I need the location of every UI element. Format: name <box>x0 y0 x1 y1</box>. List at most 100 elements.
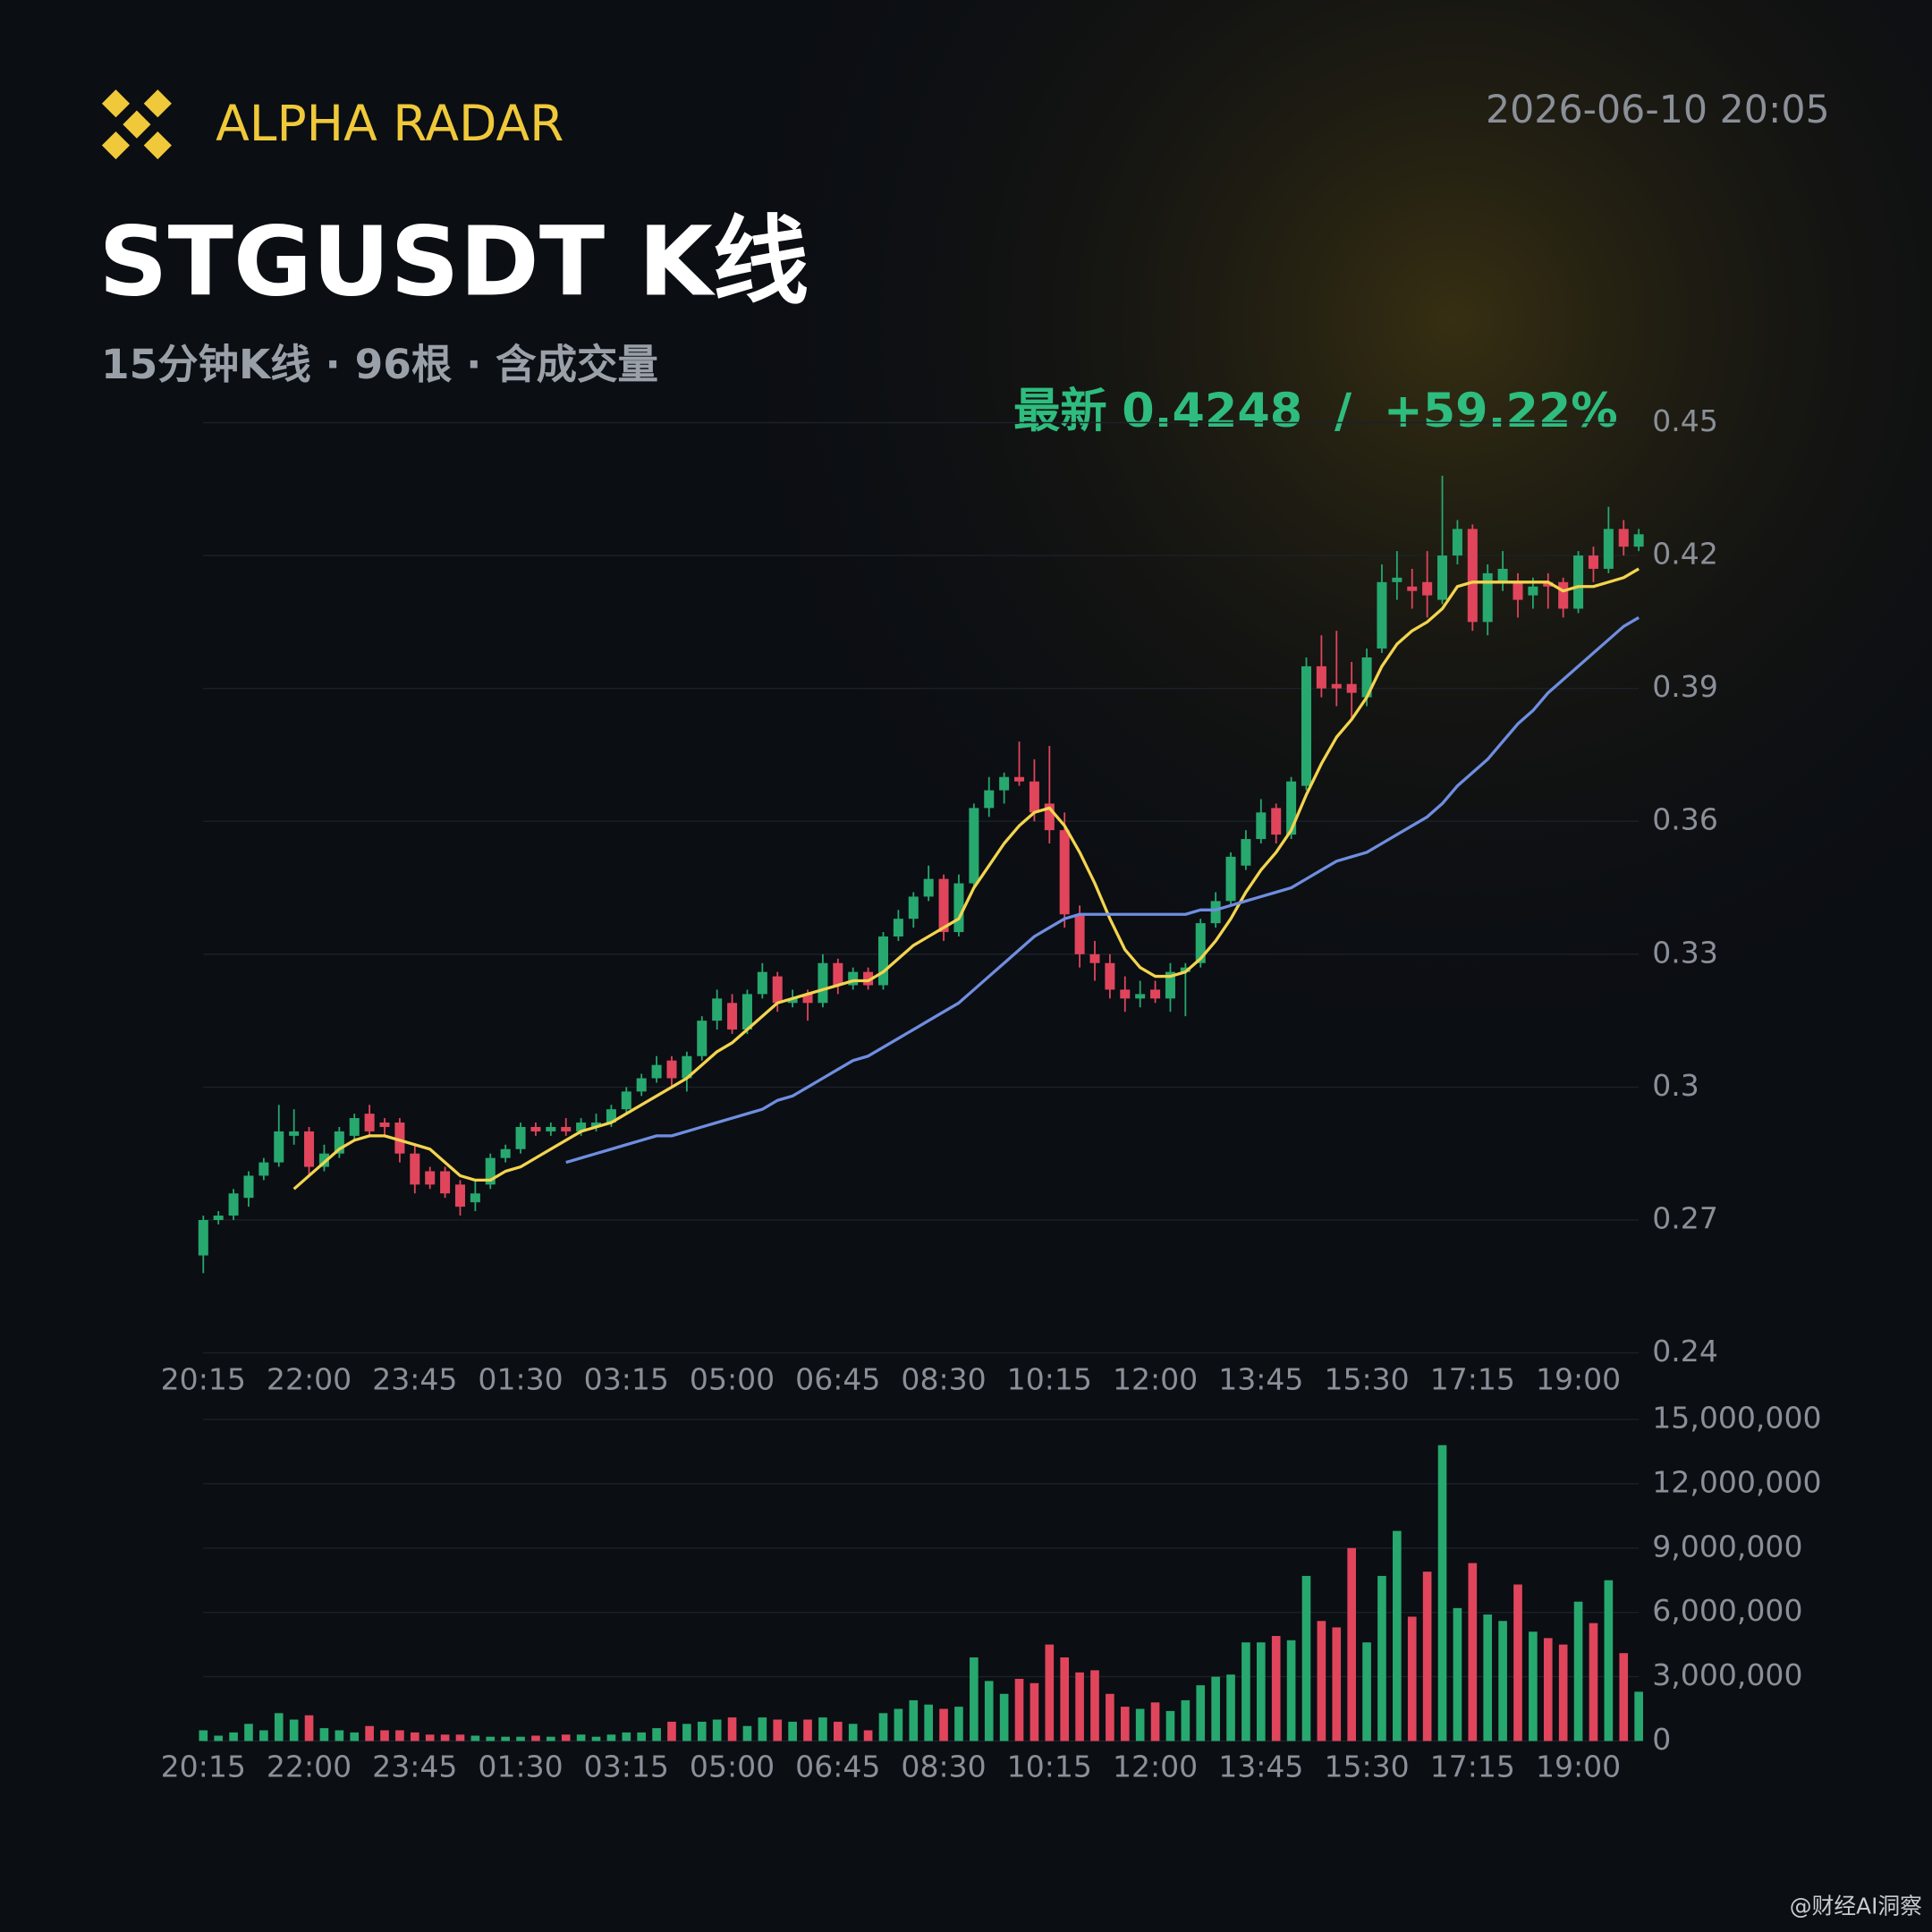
y-tick-label: 0.42 <box>1652 537 1718 572</box>
candle-body <box>1210 901 1221 924</box>
candle-body <box>289 1131 300 1136</box>
x-tick-label: 01:30 <box>478 1749 563 1784</box>
volume-bar <box>1120 1707 1130 1741</box>
candle-body <box>334 1131 344 1154</box>
candle-body <box>1165 971 1175 999</box>
candle-body <box>258 1162 269 1176</box>
x-tick-label: 19:00 <box>1536 1749 1621 1784</box>
volume-bar <box>818 1717 827 1741</box>
volume-bar <box>365 1725 374 1741</box>
x-tick-label: 08:30 <box>901 1362 986 1397</box>
candle-body <box>787 998 798 1004</box>
x-tick-label: 17:15 <box>1430 1749 1515 1784</box>
volume-bar <box>1377 1575 1386 1741</box>
candle-body <box>1346 683 1357 693</box>
candle-body <box>440 1171 451 1194</box>
candle-body <box>394 1123 405 1154</box>
volume-bar <box>244 1724 253 1741</box>
candle-body <box>318 1153 329 1167</box>
volume-bar <box>1619 1653 1629 1741</box>
x-tick-label: 01:30 <box>478 1362 563 1397</box>
volume-bar <box>1301 1575 1311 1741</box>
candle-body <box>772 976 783 1004</box>
candle-body <box>1603 529 1614 569</box>
volume-bar <box>1634 1691 1643 1741</box>
volume-bar <box>1362 1642 1371 1741</box>
candle-body <box>1195 923 1206 963</box>
candle-body <box>379 1123 390 1127</box>
candle-body <box>243 1175 254 1199</box>
volume-bar <box>712 1719 722 1741</box>
latest-label: 最新 <box>1013 384 1107 438</box>
candle-body <box>213 1216 224 1220</box>
x-tick-label: 23:45 <box>372 1749 457 1784</box>
candle-body <box>1377 581 1387 649</box>
candle-body <box>1271 808 1282 835</box>
volume-bar <box>410 1732 419 1741</box>
candle-body <box>1331 683 1342 689</box>
candle-body <box>636 1078 647 1092</box>
volume-bar <box>1211 1676 1220 1741</box>
volume-bar <box>501 1736 510 1741</box>
candle-body <box>908 896 919 919</box>
volume-bar <box>425 1734 435 1741</box>
volume-bar <box>697 1721 707 1741</box>
y-tick-label: 0.33 <box>1652 935 1718 970</box>
x-tick-label: 23:45 <box>372 1362 457 1397</box>
candle-body <box>666 1060 677 1079</box>
y-tick-label: 6,000,000 <box>1652 1593 1802 1628</box>
y-tick-label: 0.3 <box>1652 1068 1699 1103</box>
candle-body <box>561 1126 572 1131</box>
volume-bar <box>1090 1670 1099 1741</box>
volume-bar <box>606 1734 616 1741</box>
candle-body <box>364 1114 375 1131</box>
candle-body <box>923 878 934 897</box>
separator: / <box>1335 384 1352 438</box>
candle-body <box>1467 529 1478 623</box>
candle-body <box>1452 529 1462 556</box>
candle-body <box>651 1064 662 1079</box>
volume-bar <box>1165 1710 1175 1741</box>
x-tick-label: 19:00 <box>1536 1362 1621 1397</box>
volume-bar <box>637 1732 647 1741</box>
candle-body <box>1422 581 1433 596</box>
volume-bar <box>1014 1678 1024 1741</box>
candle-body <box>228 1193 239 1216</box>
moving-average-line <box>292 567 1640 1191</box>
volume-bar <box>622 1732 631 1741</box>
candle-body <box>697 1021 708 1056</box>
volume-bar <box>909 1699 919 1741</box>
volume-bar <box>516 1736 525 1741</box>
moving-average-line <box>565 615 1640 1165</box>
candle-body <box>454 1184 465 1208</box>
candle-body <box>1513 581 1523 600</box>
y-tick-label: 0 <box>1652 1722 1671 1757</box>
volume-bar <box>878 1713 888 1741</box>
volume-bar <box>1226 1674 1235 1741</box>
title: STGUSDT K线 <box>98 207 809 318</box>
x-tick-label: 05:00 <box>690 1362 775 1397</box>
candle-body <box>893 919 903 937</box>
brand: ALPHA RADAR <box>216 95 564 152</box>
x-tick-label: 12:00 <box>1113 1749 1198 1784</box>
candle-body <box>877 936 888 986</box>
volume-bar <box>304 1715 314 1741</box>
candle-body <box>1573 555 1584 609</box>
y-tick-label: 0.39 <box>1652 669 1718 704</box>
volume-bar <box>1075 1672 1084 1741</box>
candle-body <box>848 971 859 986</box>
x-tick-label: 17:15 <box>1430 1362 1515 1397</box>
x-tick-label: 22:00 <box>267 1749 352 1784</box>
volume-bar <box>742 1725 752 1741</box>
candle-body <box>1241 839 1251 866</box>
candle-body <box>938 878 949 933</box>
candle-body <box>1286 781 1297 835</box>
volume-bar <box>1241 1642 1250 1741</box>
volume-bar <box>547 1736 555 1741</box>
volume-bar <box>1573 1601 1583 1741</box>
volume-bar <box>984 1681 994 1741</box>
y-tick-label: 9,000,000 <box>1652 1529 1802 1563</box>
volume-bar <box>999 1693 1009 1741</box>
